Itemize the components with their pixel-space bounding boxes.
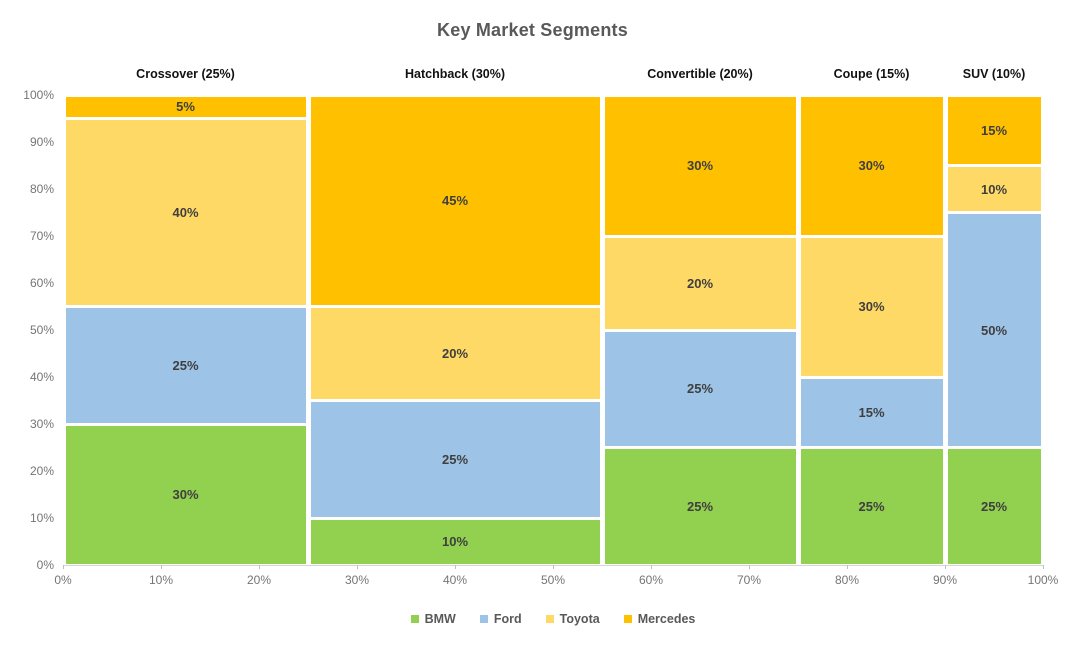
segment-bmw: 10% — [310, 519, 600, 564]
segment-bmw: 25% — [604, 449, 796, 564]
column-header: Convertible (20%) — [647, 67, 753, 81]
y-axis-label: 90% — [29, 135, 54, 149]
legend-item-mercedes: Mercedes — [623, 612, 696, 626]
x-axis-tick — [650, 565, 652, 569]
y-axis-label: 30% — [29, 417, 54, 431]
segment-value-label: 15% — [980, 122, 1008, 138]
segment-toyota: 20% — [310, 308, 600, 399]
column-header: Coupe (15%) — [833, 67, 910, 81]
x-axis-tick — [944, 565, 946, 569]
x-axis-tick — [356, 565, 358, 569]
mosaic-plot-area: 30% 25% 40% 5% 10% 25% 20% 45% 25% 25% 20% 30% 25% 15… — [23, 88, 1058, 587]
segment-value-label: 10% — [441, 534, 469, 549]
x-axis-label: 90% — [932, 573, 958, 587]
segment-ford: 25% — [310, 402, 600, 517]
x-axis-label: 30% — [344, 573, 370, 587]
segment-mercedes: 30% — [800, 96, 943, 235]
y-axis-label: 0% — [36, 558, 54, 572]
column-header: Crossover (25%) — [136, 67, 235, 81]
chart-legend: BMW Ford Toyota Mercedes — [63, 612, 1043, 626]
x-axis-label: 40% — [442, 573, 468, 587]
segment-value-label: 20% — [686, 275, 714, 291]
segment-value-label: 30% — [858, 299, 885, 314]
segment-bmw: 25% — [800, 449, 943, 564]
x-axis-label: 0% — [54, 573, 72, 587]
segment-value-label: 20% — [441, 346, 469, 361]
segment-value-label: 25% — [686, 498, 714, 514]
segment-value-label: 50% — [980, 322, 1008, 338]
y-axis-label: 100% — [23, 88, 54, 102]
x-axis-tick — [454, 565, 456, 569]
x-axis-tick — [552, 565, 554, 569]
segment-value-label: 45% — [441, 193, 469, 209]
segment-toyota: 10% — [947, 167, 1041, 211]
x-axis-label: 70% — [736, 573, 762, 587]
segment-mercedes: 30% — [604, 96, 796, 235]
segment-value-label: 5% — [176, 99, 195, 115]
segment-value-label: 30% — [172, 487, 199, 502]
segment-ford: 25% — [65, 308, 306, 423]
x-axis-label: 50% — [540, 573, 566, 587]
segment-ford: 25% — [604, 331, 796, 446]
x-axis-tick — [62, 565, 64, 569]
y-axis-label: 40% — [29, 370, 54, 384]
x-axis-label: 20% — [246, 573, 272, 587]
x-axis-label: 100% — [1027, 573, 1059, 587]
mosaic-column-crossover: 30% 25% 40% 5% — [63, 95, 308, 565]
segment-value-label: 40% — [172, 205, 199, 220]
segment-ford: 50% — [947, 214, 1041, 446]
y-axis-label: 20% — [29, 464, 54, 478]
mosaic-column-coupe: 25% 15% 30% 30% — [798, 95, 945, 565]
column-header: SUV (10%) — [962, 67, 1026, 81]
segment-value-label: 15% — [858, 404, 885, 420]
segment-bmw: 25% — [947, 449, 1041, 564]
segment-value-label: 30% — [858, 158, 885, 173]
legend-swatch-icon — [623, 615, 632, 623]
x-axis-tick — [846, 565, 848, 569]
segment-value-label: 25% — [686, 381, 714, 397]
x-axis-tick — [258, 565, 260, 569]
x-axis-tick — [748, 565, 750, 569]
segment-ford: 15% — [800, 378, 943, 446]
legend-label: Mercedes — [637, 612, 696, 626]
mosaic-column-convertible: 25% 25% 20% 30% — [602, 95, 798, 565]
x-axis-tick — [160, 565, 162, 569]
y-axis-label: 60% — [29, 276, 54, 290]
legend-item-toyota: Toyota — [545, 612, 600, 626]
legend-swatch-icon — [410, 615, 419, 623]
legend-swatch-icon — [545, 615, 554, 623]
segment-mercedes: 5% — [65, 96, 306, 117]
legend-item-bmw: BMW — [410, 612, 456, 626]
x-axis-label: 60% — [638, 573, 664, 587]
legend-swatch-icon — [479, 615, 488, 623]
legend-label: BMW — [424, 612, 456, 626]
x-axis-tick — [1042, 565, 1044, 569]
segment-mercedes: 15% — [947, 96, 1041, 164]
column-header: Hatchback (30%) — [404, 67, 506, 81]
segment-value-label: 30% — [686, 158, 714, 173]
segment-mercedes: 45% — [310, 96, 600, 305]
x-axis-label: 10% — [148, 573, 174, 587]
mosaic-column-hatchback: 10% 25% 20% 45% — [308, 95, 602, 565]
mosaic-column-suv: 25% 50% 10% 15% — [945, 95, 1043, 565]
y-axis-label: 50% — [29, 323, 54, 337]
x-axis-label: 80% — [834, 573, 860, 587]
y-axis-label: 10% — [29, 511, 54, 525]
legend-item-ford: Ford — [479, 612, 522, 626]
chart-title: Key Market Segments — [437, 20, 628, 40]
segment-value-label: 10% — [980, 181, 1008, 197]
y-axis-label: 80% — [29, 182, 54, 196]
segment-toyota: 30% — [800, 237, 943, 376]
y-axis-label: 70% — [29, 229, 54, 243]
segment-toyota: 40% — [65, 120, 306, 305]
segment-value-label: 25% — [172, 357, 199, 373]
legend-label: Toyota — [559, 612, 600, 626]
segment-value-label: 25% — [980, 498, 1008, 514]
segment-value-label: 25% — [858, 498, 885, 514]
segment-bmw: 30% — [65, 425, 306, 564]
legend-label: Ford — [493, 612, 522, 626]
segment-value-label: 25% — [441, 451, 469, 467]
segment-toyota: 20% — [604, 237, 796, 329]
